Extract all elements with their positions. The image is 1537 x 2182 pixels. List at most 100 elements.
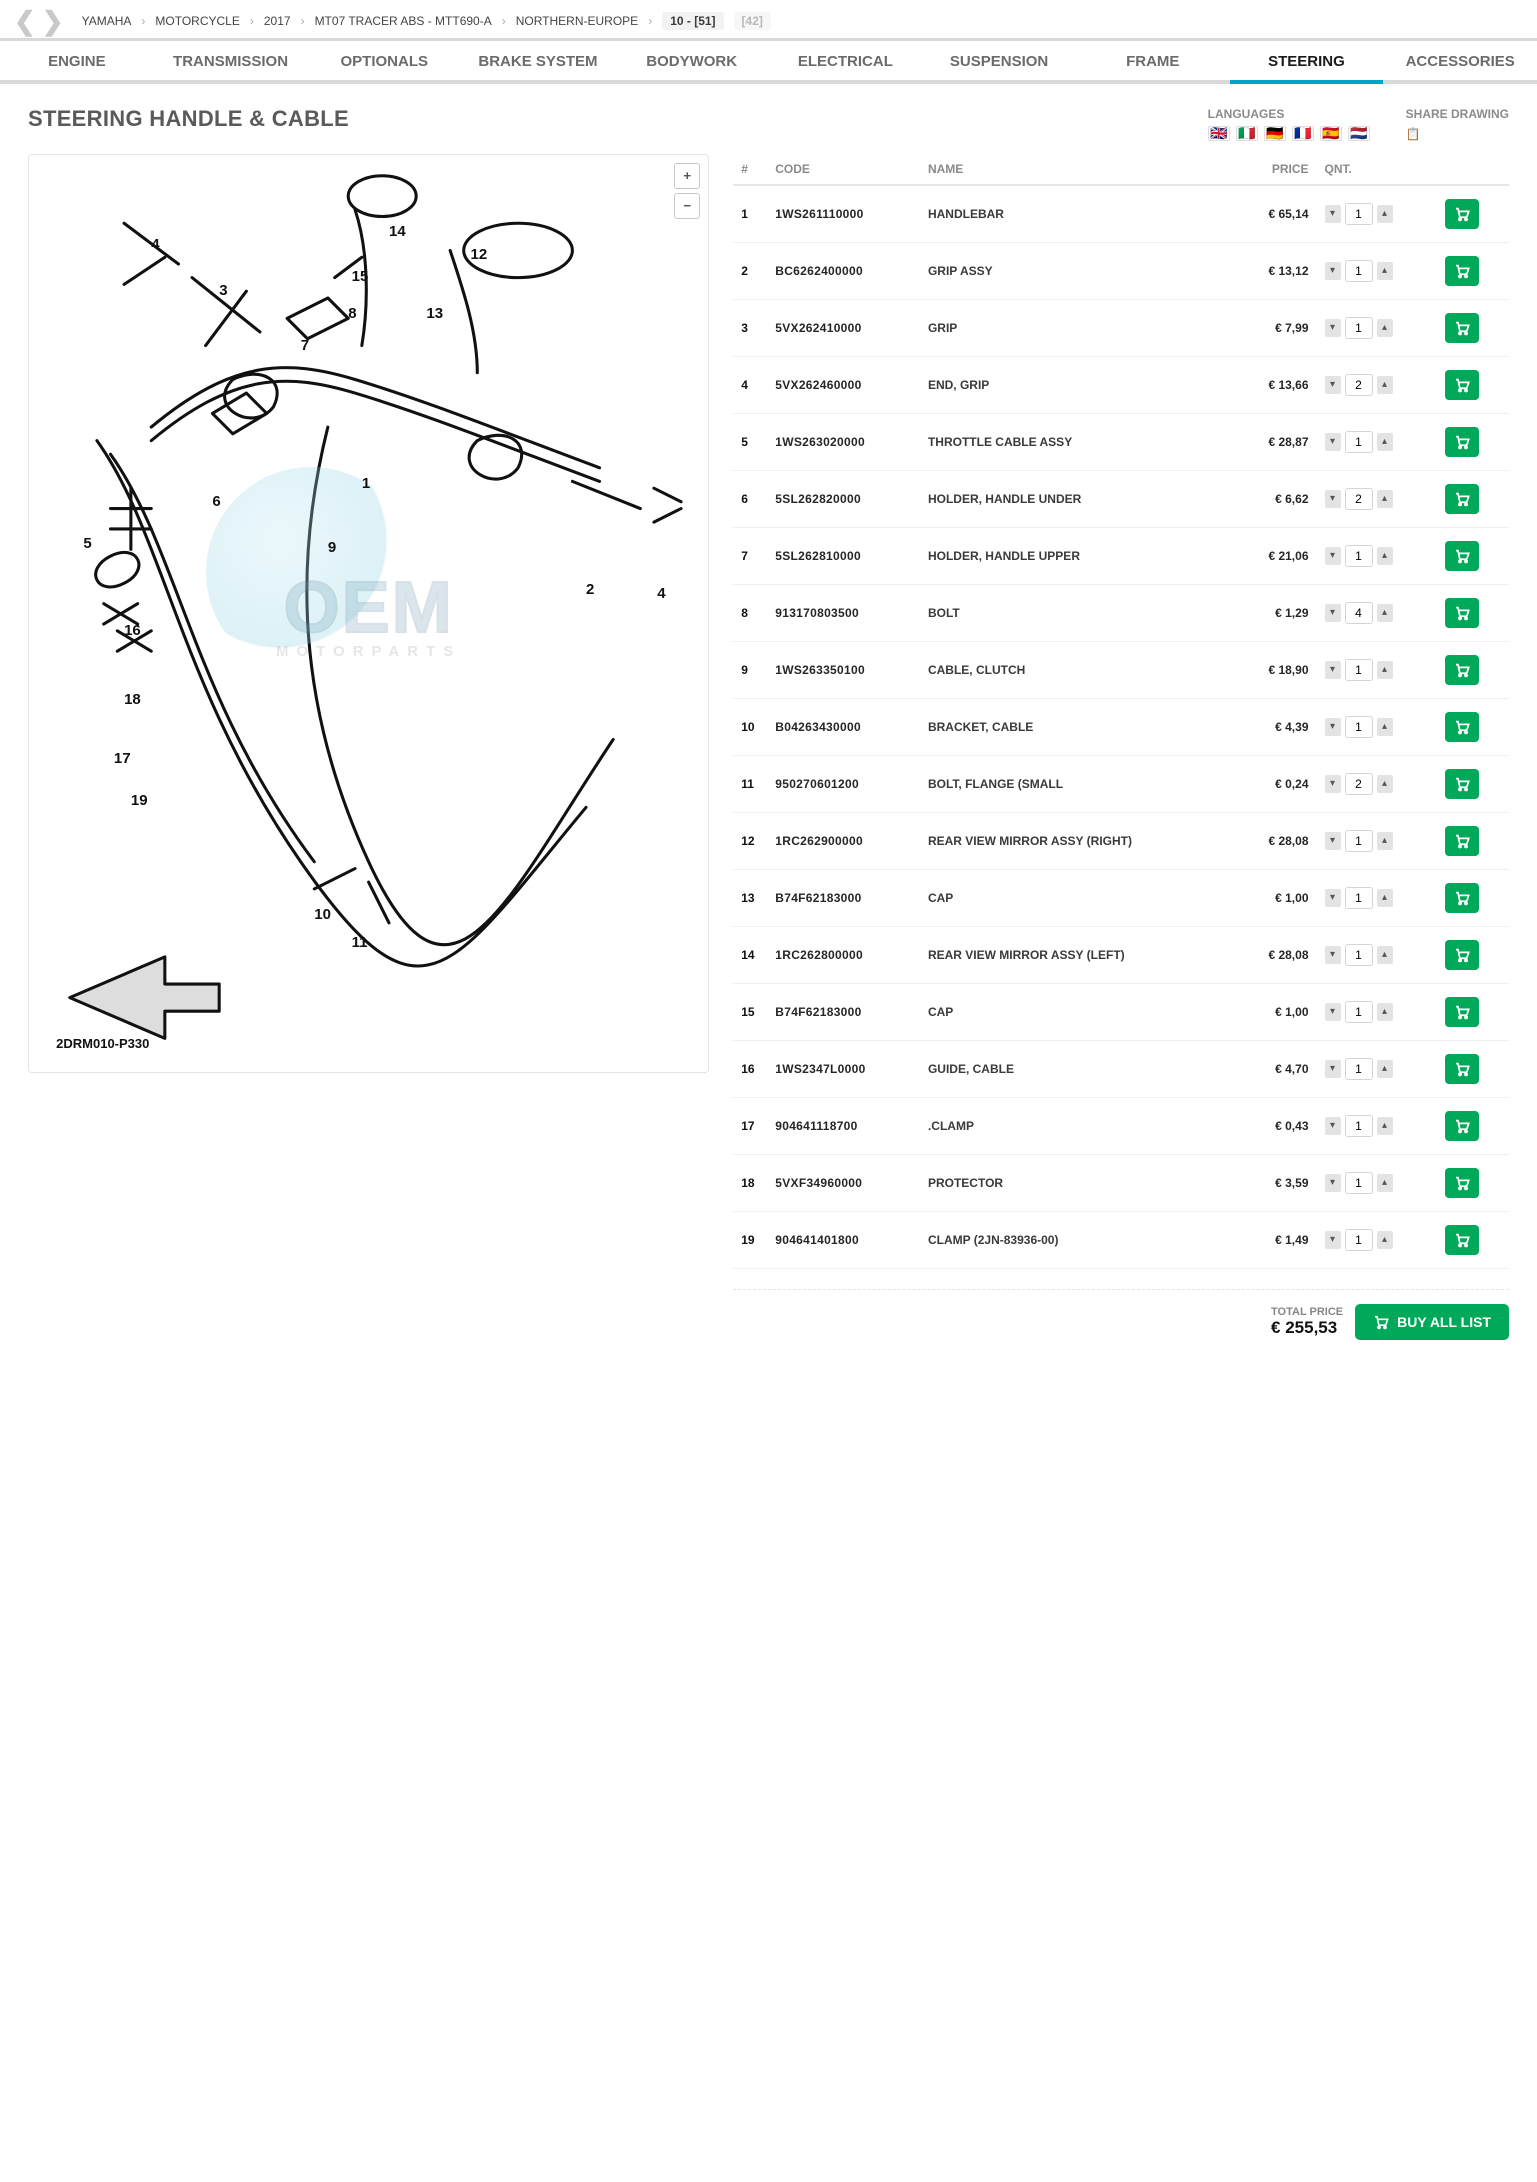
callout-12[interactable]: 12 <box>471 247 488 262</box>
qty-input[interactable] <box>1345 773 1373 795</box>
qty-dec-button[interactable]: ▾ <box>1325 490 1341 508</box>
qty-inc-button[interactable]: ▴ <box>1377 262 1393 280</box>
add-to-cart-button[interactable] <box>1445 427 1479 457</box>
add-to-cart-button[interactable] <box>1445 370 1479 400</box>
crumb-brand[interactable]: YAMAHA <box>82 14 132 28</box>
row-code[interactable]: BC6262400000 <box>767 242 920 299</box>
row-code[interactable]: 1WS2347L0000 <box>767 1040 920 1097</box>
tab-suspension[interactable]: SUSPENSION <box>922 41 1076 84</box>
qty-inc-button[interactable]: ▴ <box>1377 1174 1393 1192</box>
row-code[interactable]: B74F62183000 <box>767 869 920 926</box>
add-to-cart-button[interactable] <box>1445 712 1479 742</box>
callout-4[interactable]: 4 <box>657 586 665 601</box>
row-code[interactable]: 5SL262820000 <box>767 470 920 527</box>
callout-14[interactable]: 14 <box>389 224 406 239</box>
crumb-unit-primary[interactable]: 10 - [51] <box>662 12 723 30</box>
qty-dec-button[interactable]: ▾ <box>1325 319 1341 337</box>
qty-dec-button[interactable]: ▾ <box>1325 718 1341 736</box>
qty-inc-button[interactable]: ▴ <box>1377 946 1393 964</box>
qty-input[interactable] <box>1345 887 1373 909</box>
row-code[interactable]: 5VX262410000 <box>767 299 920 356</box>
callout-2[interactable]: 2 <box>586 582 594 597</box>
add-to-cart-button[interactable] <box>1445 1225 1479 1255</box>
add-to-cart-button[interactable] <box>1445 1054 1479 1084</box>
row-code[interactable]: B74F62183000 <box>767 983 920 1040</box>
callout-7[interactable]: 7 <box>301 338 309 353</box>
qty-dec-button[interactable]: ▾ <box>1325 376 1341 394</box>
qty-inc-button[interactable]: ▴ <box>1377 205 1393 223</box>
qty-inc-button[interactable]: ▴ <box>1377 433 1393 451</box>
callout-10[interactable]: 10 <box>314 907 331 922</box>
add-to-cart-button[interactable] <box>1445 940 1479 970</box>
callout-9[interactable]: 9 <box>328 540 336 555</box>
row-code[interactable]: 1WS263020000 <box>767 413 920 470</box>
row-code[interactable]: 1WS261110000 <box>767 185 920 243</box>
qty-dec-button[interactable]: ▾ <box>1325 661 1341 679</box>
tab-brake-system[interactable]: BRAKE SYSTEM <box>461 41 615 84</box>
qty-inc-button[interactable]: ▴ <box>1377 1060 1393 1078</box>
qty-inc-button[interactable]: ▴ <box>1377 889 1393 907</box>
add-to-cart-button[interactable] <box>1445 826 1479 856</box>
qty-dec-button[interactable]: ▾ <box>1325 1174 1341 1192</box>
callout-8[interactable]: 8 <box>348 306 356 321</box>
qty-dec-button[interactable]: ▾ <box>1325 946 1341 964</box>
add-to-cart-button[interactable] <box>1445 541 1479 571</box>
qty-inc-button[interactable]: ▴ <box>1377 661 1393 679</box>
qty-input[interactable] <box>1345 1001 1373 1023</box>
callout-13[interactable]: 13 <box>426 306 443 321</box>
callout-11[interactable]: 11 <box>352 935 368 950</box>
add-to-cart-button[interactable] <box>1445 1168 1479 1198</box>
tab-accessories[interactable]: ACCESSORIES <box>1383 41 1537 84</box>
qty-input[interactable] <box>1345 659 1373 681</box>
qty-inc-button[interactable]: ▴ <box>1377 1117 1393 1135</box>
row-code[interactable]: 950270601200 <box>767 755 920 812</box>
callout-1[interactable]: 1 <box>362 476 370 491</box>
qty-inc-button[interactable]: ▴ <box>1377 376 1393 394</box>
row-code[interactable]: 904641118700 <box>767 1097 920 1154</box>
row-code[interactable]: 913170803500 <box>767 584 920 641</box>
qty-inc-button[interactable]: ▴ <box>1377 604 1393 622</box>
qty-input[interactable] <box>1345 317 1373 339</box>
qty-dec-button[interactable]: ▾ <box>1325 262 1341 280</box>
add-to-cart-button[interactable] <box>1445 484 1479 514</box>
zoom-out-button[interactable]: − <box>674 193 700 219</box>
crumb-unit-secondary[interactable]: [42] <box>734 12 771 30</box>
buy-all-button[interactable]: BUY ALL LIST <box>1355 1304 1509 1340</box>
qty-input[interactable] <box>1345 431 1373 453</box>
row-code[interactable]: 1RC262900000 <box>767 812 920 869</box>
add-to-cart-button[interactable] <box>1445 1111 1479 1141</box>
qty-inc-button[interactable]: ▴ <box>1377 547 1393 565</box>
flag-nl-icon[interactable] <box>1348 126 1370 141</box>
tab-steering[interactable]: STEERING <box>1230 41 1384 84</box>
row-code[interactable]: 904641401800 <box>767 1211 920 1268</box>
qty-input[interactable] <box>1345 944 1373 966</box>
crumb-model[interactable]: MT07 TRACER ABS - MTT690-A <box>315 14 492 28</box>
callout-16[interactable]: 16 <box>124 623 141 638</box>
tab-optionals[interactable]: OPTIONALS <box>307 41 461 84</box>
callout-18[interactable]: 18 <box>124 692 141 707</box>
share-icon[interactable]: 📋 <box>1406 126 1509 143</box>
row-code[interactable]: 1RC262800000 <box>767 926 920 983</box>
qty-inc-button[interactable]: ▴ <box>1377 1231 1393 1249</box>
add-to-cart-button[interactable] <box>1445 256 1479 286</box>
callout-6[interactable]: 6 <box>212 494 220 509</box>
callout-19[interactable]: 19 <box>131 793 148 808</box>
flag-it-icon[interactable] <box>1236 126 1258 141</box>
tab-bodywork[interactable]: BODYWORK <box>615 41 769 84</box>
qty-input[interactable] <box>1345 260 1373 282</box>
add-to-cart-button[interactable] <box>1445 199 1479 229</box>
add-to-cart-button[interactable] <box>1445 313 1479 343</box>
qty-inc-button[interactable]: ▴ <box>1377 775 1393 793</box>
flag-en-icon[interactable] <box>1208 126 1230 141</box>
qty-inc-button[interactable]: ▴ <box>1377 490 1393 508</box>
qty-input[interactable] <box>1345 1229 1373 1251</box>
tab-transmission[interactable]: TRANSMISSION <box>154 41 308 84</box>
add-to-cart-button[interactable] <box>1445 598 1479 628</box>
qty-dec-button[interactable]: ▾ <box>1325 889 1341 907</box>
qty-dec-button[interactable]: ▾ <box>1325 775 1341 793</box>
tab-engine[interactable]: ENGINE <box>0 41 154 84</box>
callout-15[interactable]: 15 <box>352 269 369 284</box>
qty-dec-button[interactable]: ▾ <box>1325 1231 1341 1249</box>
add-to-cart-button[interactable] <box>1445 655 1479 685</box>
qty-dec-button[interactable]: ▾ <box>1325 1117 1341 1135</box>
